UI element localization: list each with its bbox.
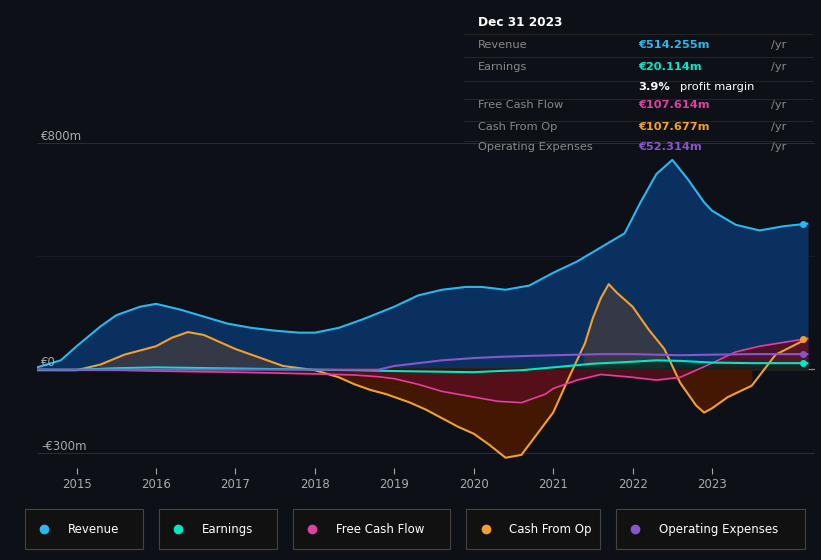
- Text: Operating Expenses: Operating Expenses: [659, 522, 778, 536]
- Text: Earnings: Earnings: [478, 62, 527, 72]
- Text: Revenue: Revenue: [478, 40, 527, 50]
- Text: -€300m: -€300m: [41, 441, 86, 454]
- Text: Cash From Op: Cash From Op: [478, 122, 557, 132]
- FancyBboxPatch shape: [616, 509, 805, 549]
- Text: €0: €0: [41, 356, 56, 369]
- FancyBboxPatch shape: [25, 509, 143, 549]
- Text: €107.614m: €107.614m: [639, 100, 710, 110]
- Text: €800m: €800m: [41, 130, 82, 143]
- FancyBboxPatch shape: [292, 509, 450, 549]
- Text: /yr: /yr: [771, 100, 787, 110]
- Text: €52.314m: €52.314m: [639, 142, 702, 152]
- FancyBboxPatch shape: [158, 509, 277, 549]
- Text: €514.255m: €514.255m: [639, 40, 710, 50]
- Text: profit margin: profit margin: [680, 82, 754, 92]
- Text: Free Cash Flow: Free Cash Flow: [336, 522, 424, 536]
- Text: Operating Expenses: Operating Expenses: [478, 142, 593, 152]
- Text: /yr: /yr: [771, 122, 787, 132]
- FancyBboxPatch shape: [466, 509, 600, 549]
- Text: Earnings: Earnings: [202, 522, 254, 536]
- Text: Revenue: Revenue: [68, 522, 119, 536]
- Text: /yr: /yr: [771, 142, 787, 152]
- Text: /yr: /yr: [771, 62, 787, 72]
- Text: /yr: /yr: [771, 40, 787, 50]
- Text: Free Cash Flow: Free Cash Flow: [478, 100, 563, 110]
- Text: 3.9%: 3.9%: [639, 82, 670, 92]
- Text: €107.677m: €107.677m: [639, 122, 710, 132]
- Text: €20.114m: €20.114m: [639, 62, 702, 72]
- Text: Dec 31 2023: Dec 31 2023: [478, 16, 562, 29]
- Text: Cash From Op: Cash From Op: [509, 522, 592, 536]
